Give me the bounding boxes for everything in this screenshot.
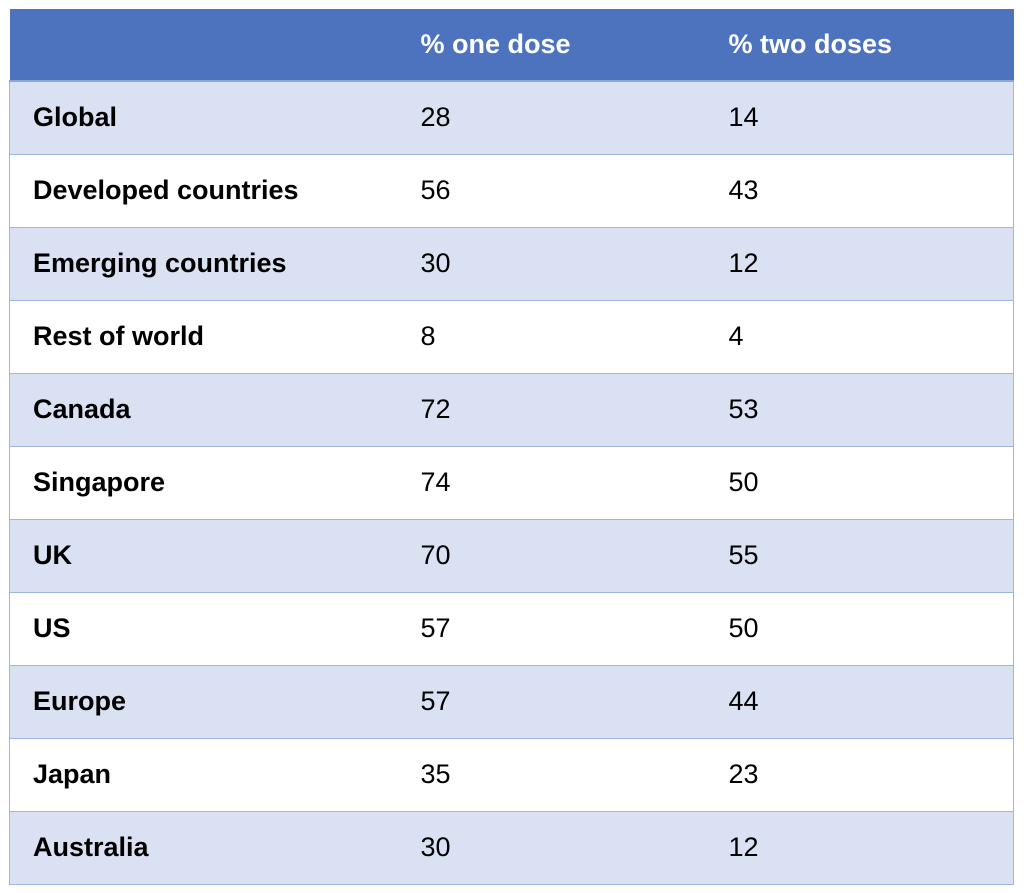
table-row: Singapore 74 50 bbox=[9, 445, 1014, 520]
two-doses-value: 50 bbox=[705, 445, 1014, 520]
one-dose-value: 74 bbox=[397, 445, 706, 520]
table-row: Rest of world 8 4 bbox=[9, 299, 1014, 374]
table-row: Global 28 14 bbox=[9, 80, 1014, 155]
row-label: Australia bbox=[9, 810, 398, 885]
two-doses-value: 44 bbox=[705, 664, 1014, 739]
row-label: Emerging countries bbox=[9, 226, 398, 301]
two-doses-value: 23 bbox=[705, 737, 1014, 812]
one-dose-value: 57 bbox=[397, 664, 706, 739]
two-doses-value: 55 bbox=[705, 518, 1014, 593]
two-doses-value: 43 bbox=[705, 153, 1014, 228]
table-row: Canada 72 53 bbox=[9, 372, 1014, 447]
table-row: Europe 57 44 bbox=[9, 664, 1014, 739]
vaccination-table: % one dose % two doses Global 28 14 Deve… bbox=[9, 9, 1014, 885]
one-dose-value: 35 bbox=[397, 737, 706, 812]
header-cell-country bbox=[9, 9, 398, 82]
table-row: UK 70 55 bbox=[9, 518, 1014, 593]
two-doses-value: 53 bbox=[705, 372, 1014, 447]
row-label: Singapore bbox=[9, 445, 398, 520]
one-dose-value: 28 bbox=[397, 80, 706, 155]
vaccination-table-container: % one dose % two doses Global 28 14 Deve… bbox=[9, 9, 1014, 885]
two-doses-value: 50 bbox=[705, 591, 1014, 666]
header-row: % one dose % two doses bbox=[9, 9, 1014, 82]
row-label: US bbox=[9, 591, 398, 666]
two-doses-value: 14 bbox=[705, 80, 1014, 155]
row-label: Global bbox=[9, 80, 398, 155]
row-label: Canada bbox=[9, 372, 398, 447]
row-label: UK bbox=[9, 518, 398, 593]
table-header: % one dose % two doses bbox=[9, 9, 1014, 82]
two-doses-value: 12 bbox=[705, 810, 1014, 885]
one-dose-value: 57 bbox=[397, 591, 706, 666]
one-dose-value: 8 bbox=[397, 299, 706, 374]
table-row: Australia 30 12 bbox=[9, 810, 1014, 885]
table-body: Global 28 14 Developed countries 56 43 E… bbox=[9, 80, 1014, 885]
one-dose-value: 30 bbox=[397, 810, 706, 885]
row-label: Rest of world bbox=[9, 299, 398, 374]
header-cell-two-doses: % two doses bbox=[705, 9, 1014, 82]
row-label: Japan bbox=[9, 737, 398, 812]
one-dose-value: 72 bbox=[397, 372, 706, 447]
row-label: Developed countries bbox=[9, 153, 398, 228]
two-doses-value: 4 bbox=[705, 299, 1014, 374]
one-dose-value: 56 bbox=[397, 153, 706, 228]
table-row: Emerging countries 30 12 bbox=[9, 226, 1014, 301]
table-row: US 57 50 bbox=[9, 591, 1014, 666]
one-dose-value: 70 bbox=[397, 518, 706, 593]
two-doses-value: 12 bbox=[705, 226, 1014, 301]
table-row: Developed countries 56 43 bbox=[9, 153, 1014, 228]
one-dose-value: 30 bbox=[397, 226, 706, 301]
row-label: Europe bbox=[9, 664, 398, 739]
table-row: Japan 35 23 bbox=[9, 737, 1014, 812]
header-cell-one-dose: % one dose bbox=[397, 9, 706, 82]
